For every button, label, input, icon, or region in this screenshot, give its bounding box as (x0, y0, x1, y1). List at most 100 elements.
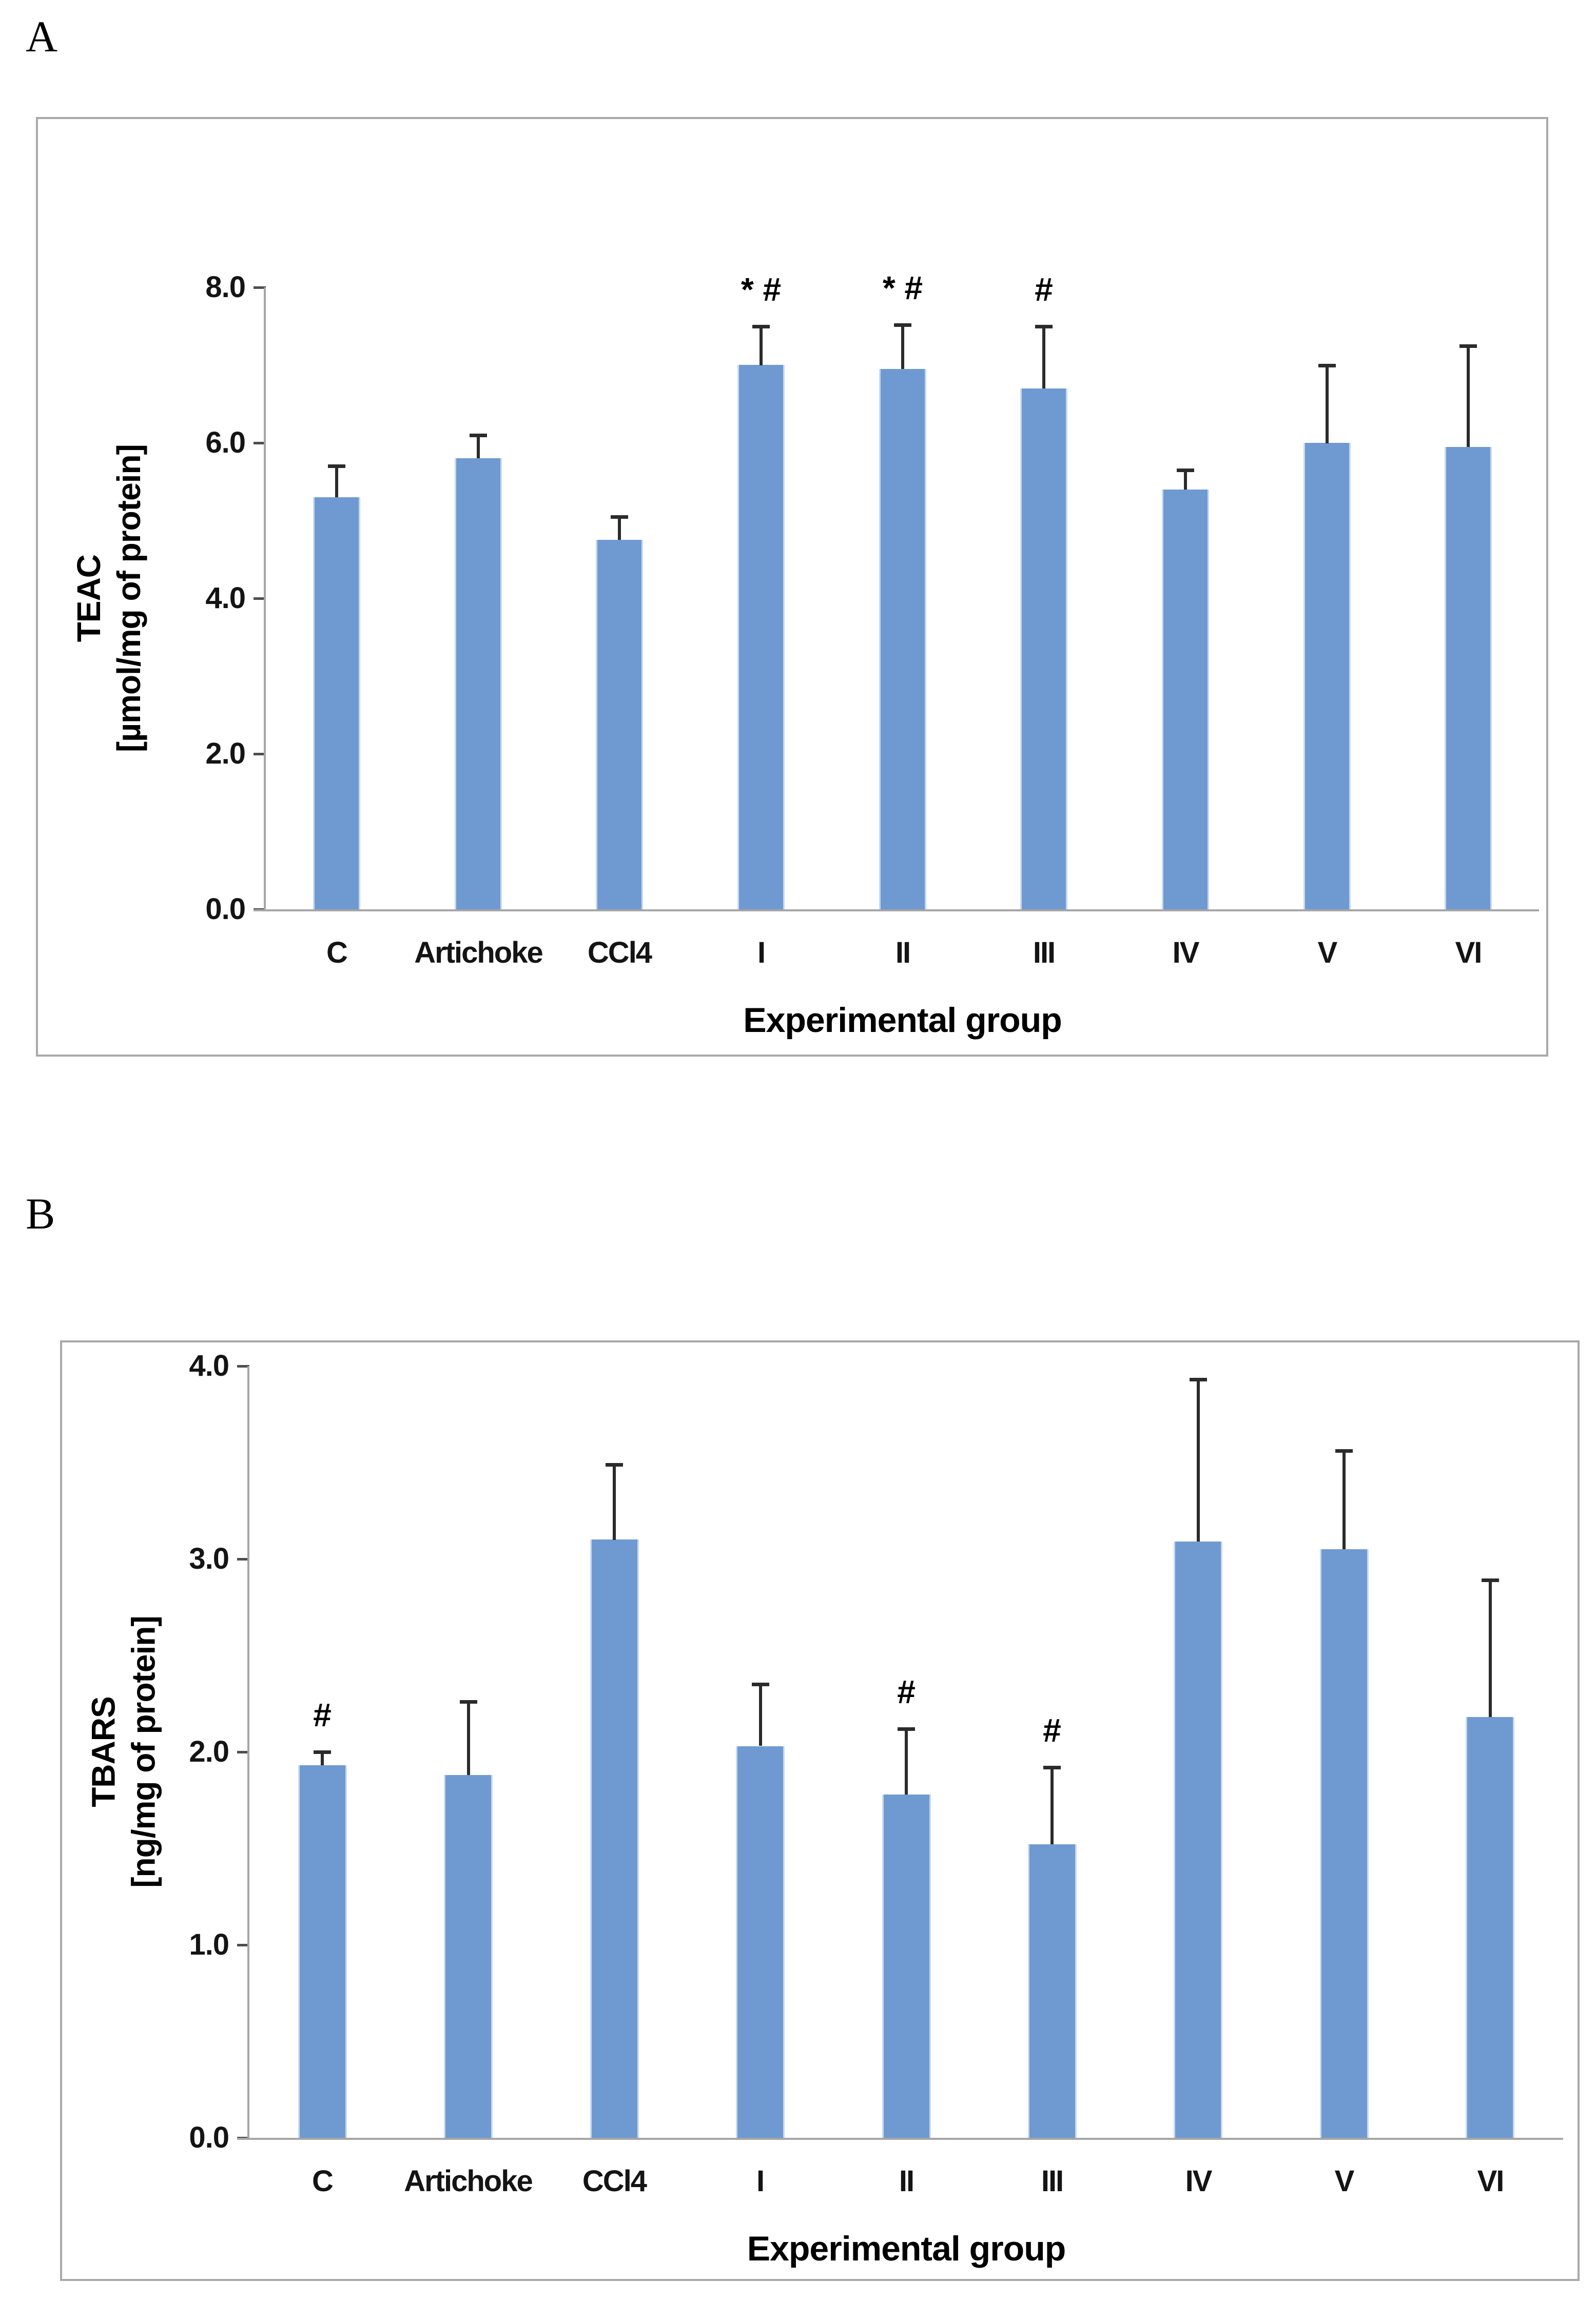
error-bar-stem-II (901, 325, 904, 369)
bar-Artichoke (444, 1775, 493, 2138)
x-axis-title: Experimental group (743, 1001, 1062, 1040)
error-bar-stem-I (759, 1684, 762, 1746)
error-bar-cap-V (1318, 364, 1336, 367)
y-tick-mark (254, 753, 266, 755)
y-axis-title: TEAC [µmol/mg of protein] (63, 287, 155, 909)
bar-C (313, 497, 360, 909)
x-category-label-Artichoke: Artichoke (404, 2164, 533, 2198)
significance-annotation-II: # (897, 1673, 916, 1710)
x-category-label-CCl4: CCl4 (582, 2164, 647, 2198)
bar-V (1320, 1549, 1369, 2138)
chart-panel-b: TBARS [ng/mg of protein] 0.0 1.0 2.0 3.0 4.0 # C… (60, 1340, 1580, 2281)
bar-III (1028, 1844, 1077, 2138)
error-bar-cap-VI (1459, 344, 1477, 348)
panel-label-a: A (26, 12, 58, 61)
error-bar-cap-IV (1177, 469, 1194, 472)
error-bar-stem-II (905, 1729, 908, 1795)
error-bar-stem-Artichoke (467, 1702, 470, 1775)
bar-VI (1445, 447, 1492, 909)
x-category-label-Artichoke: Artichoke (414, 936, 543, 969)
x-category-label-C: C (326, 936, 348, 969)
bar-Artichoke (455, 458, 502, 909)
error-bar-stem-CCl4 (613, 1465, 616, 1540)
x-category-label-V: V (1317, 936, 1338, 969)
y-tick-mark (254, 442, 266, 444)
significance-annotation-III: # (1043, 1712, 1061, 1749)
y-tick-label: 2.0 (189, 1735, 229, 1768)
significance-annotation-III: # (1035, 271, 1053, 308)
y-tick-label: 3.0 (189, 1542, 229, 1575)
error-bar-cap-Artichoke (460, 1700, 477, 1704)
y-axis-title-line-1: TBARS (85, 1697, 122, 1807)
error-bar-cap-II (898, 1727, 915, 1731)
y-tick-label: 2.0 (205, 737, 246, 770)
error-bar-cap-I (752, 325, 770, 328)
y-tick-mark (237, 1365, 249, 1368)
bar-VI (1466, 1717, 1514, 2138)
bar-II (879, 369, 926, 909)
error-bar-stem-III (1042, 326, 1045, 388)
error-bar-stem-C (335, 466, 338, 497)
error-bar-cap-III (1043, 1766, 1061, 1769)
bar-I (737, 365, 785, 909)
x-axis-line (254, 909, 1539, 911)
bar-IV (1162, 490, 1209, 909)
y-tick-label: 4.0 (205, 581, 246, 615)
y-tick-label: 1.0 (189, 1928, 229, 1961)
x-category-label-I: I (756, 2164, 765, 2198)
error-bar-stem-V (1326, 365, 1329, 443)
bar-IV (1174, 1542, 1222, 2138)
error-bar-cap-VI (1482, 1578, 1499, 1582)
y-tick-label: 8.0 (205, 270, 246, 304)
x-category-label-VI: VI (1477, 2164, 1505, 2198)
y-tick-label: 4.0 (189, 1349, 229, 1382)
x-category-label-V: V (1334, 2164, 1355, 2198)
y-tick-mark (237, 1751, 249, 1753)
error-bar-stem-III (1050, 1767, 1054, 1844)
y-axis-line (247, 1366, 249, 2139)
y-axis-line (264, 287, 266, 910)
x-category-label-II: II (895, 936, 911, 969)
error-bar-stem-C (321, 1752, 324, 1765)
bar-V (1303, 443, 1351, 909)
error-bar-stem-CCl4 (618, 517, 621, 540)
y-axis-title-line-1: TEAC (70, 554, 107, 642)
panel-label-b: B (26, 1189, 55, 1238)
x-axis-title: Experimental group (747, 2229, 1066, 2268)
error-bar-stem-IV (1197, 1379, 1200, 1542)
error-bar-cap-CCl4 (611, 515, 628, 519)
y-tick-mark (237, 1558, 249, 1561)
x-category-label-II: II (899, 2164, 914, 2198)
bar-II (882, 1795, 931, 2138)
chart-panel-a: TEAC [µmol/mg of protein] 0.0 2.0 4.0 6.0 8.0 C… (36, 117, 1548, 1057)
bar-I (736, 1746, 785, 2138)
x-category-label-CCl4: CCl4 (587, 936, 652, 969)
error-bar-stem-IV (1184, 470, 1187, 490)
significance-annotation-I: * # (741, 271, 782, 308)
x-category-label-I: I (757, 936, 766, 969)
bar-III (1020, 388, 1067, 909)
error-bar-stem-V (1342, 1451, 1346, 1549)
x-category-label-C: C (312, 2164, 334, 2198)
x-category-label-VI: VI (1455, 936, 1483, 969)
error-bar-cap-V (1335, 1449, 1353, 1453)
bar-CCl4 (596, 540, 643, 909)
error-bar-stem-I (760, 326, 763, 365)
y-tick-label: 0.0 (205, 892, 246, 926)
error-bar-cap-Artichoke (470, 434, 487, 437)
x-category-label-IV: IV (1172, 936, 1200, 969)
y-tick-mark (237, 1944, 249, 1946)
error-bar-stem-VI (1489, 1580, 1492, 1717)
y-tick-label: 6.0 (205, 426, 246, 459)
y-tick-mark (254, 597, 266, 600)
error-bar-cap-II (894, 323, 911, 327)
error-bar-cap-C (314, 1750, 331, 1754)
x-category-label-III: III (1033, 936, 1056, 969)
significance-annotation-C: # (313, 1697, 332, 1733)
bar-C (298, 1765, 347, 2138)
error-bar-stem-Artichoke (477, 435, 480, 458)
x-axis-line (237, 2138, 1563, 2140)
x-category-label-III: III (1041, 2164, 1064, 2198)
error-bar-cap-C (328, 464, 345, 468)
x-category-label-IV: IV (1185, 2164, 1213, 2198)
